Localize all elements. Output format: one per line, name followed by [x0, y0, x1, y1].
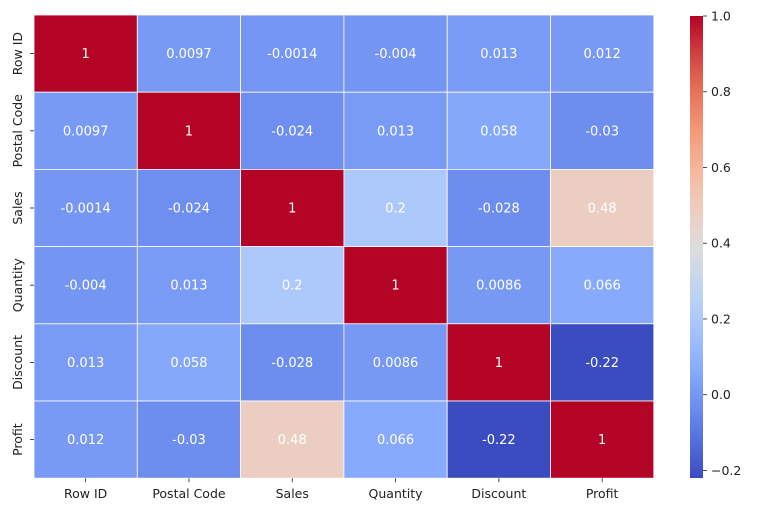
- cell-value-label-1-2: -0.024: [271, 124, 313, 139]
- cell-value-label-0-5: 0.012: [584, 47, 621, 62]
- cell-value-label-2-0: -0.0014: [61, 202, 111, 217]
- x-tick-label-0: Row ID: [64, 486, 107, 501]
- cell-value-label-0-3: -0.004: [375, 47, 417, 62]
- cell-value-label-3-2: 0.2: [282, 279, 303, 294]
- heatmap-cell-3-1: [136, 246, 242, 325]
- cell-value-label-5-3: 0.066: [377, 433, 414, 448]
- cell-value-label-1-1: 1: [185, 124, 193, 139]
- colorbar-tick-label-6: −0.2: [711, 463, 741, 478]
- cell-value-label-2-3: 0.2: [385, 202, 406, 217]
- x-tick-label-4: Discount: [471, 486, 526, 501]
- cell-value-label-5-4: -0.22: [482, 433, 516, 448]
- colorbar-tick-label-3: 0.4: [711, 236, 731, 251]
- cell-value-label-3-3: 1: [391, 279, 399, 294]
- cell-value-label-0-1: 0.0097: [166, 47, 212, 62]
- heatmap-cell-2-5: [550, 168, 655, 247]
- y-tick-label-0: Row ID: [10, 32, 25, 75]
- heatmap-cell-0-5: [550, 14, 655, 93]
- y-tick-label-4: Discount: [10, 335, 25, 390]
- y-tick-label-5: Profit: [10, 423, 25, 456]
- heatmap-cell-2-1: [136, 168, 242, 247]
- heatmap-cell-5-0: [33, 400, 138, 479]
- heatmap-cell-4-2: [240, 323, 345, 402]
- colorbar-tick-label-0: 1.0: [711, 9, 731, 24]
- y-tick-label-2: Sales: [10, 191, 25, 224]
- cell-value-label-3-0: -0.004: [65, 279, 107, 294]
- cell-value-label-3-1: 0.013: [170, 279, 207, 294]
- cell-value-label-2-5: 0.48: [588, 202, 617, 217]
- cell-value-label-1-5: -0.03: [585, 124, 619, 139]
- x-tick-label-1: Postal Code: [152, 486, 226, 501]
- cell-value-label-3-4: 0.0086: [476, 279, 522, 294]
- heatmap-cell-0-3: [343, 14, 448, 93]
- heatmap-cell-0-1: [136, 14, 242, 93]
- cell-value-label-2-2: 1: [288, 202, 296, 217]
- cell-value-label-4-0: 0.013: [67, 356, 104, 371]
- colorbar: 1.0 0.8 0.6 0.4 0.2 0.0 −0.2: [690, 9, 741, 478]
- heatmap-cell-4-4: [446, 323, 551, 402]
- heatmap-cell-3-4: [446, 246, 551, 325]
- heatmap-cell-1-3: [343, 91, 448, 170]
- cell-value-label-3-5: 0.066: [584, 279, 621, 294]
- cell-value-label-2-4: -0.028: [478, 202, 520, 217]
- x-axis: Row ID Postal Code Sales Quantity Discount Pr…: [64, 478, 619, 501]
- heatmap-cell-0-0: [33, 14, 138, 93]
- cell-value-label-0-4: 0.013: [480, 47, 517, 62]
- heatmap-cell-0-2: [240, 14, 345, 93]
- heatmap-cell-4-5: [550, 323, 655, 402]
- heatmap-cell-1-5: [550, 91, 655, 170]
- heatmap-cell-2-3: [343, 168, 448, 247]
- y-axis: Row ID Postal Code Sales Quantity Discount Pr…: [10, 32, 34, 456]
- cell-value-label-4-3: 0.0086: [373, 356, 419, 371]
- colorbar-tick-label-5: 0.0: [711, 387, 731, 402]
- heatmap-cell-5-5: [550, 400, 655, 479]
- cell-value-label-4-1: 0.058: [170, 356, 207, 371]
- heatmap-cell-2-2: [240, 168, 345, 247]
- colorbar-tick-label-4: 0.2: [711, 311, 731, 326]
- cell-value-label-1-0: 0.0097: [63, 124, 109, 139]
- cell-value-label-4-5: -0.22: [585, 356, 619, 371]
- colorbar-tick-label-1: 0.8: [711, 84, 731, 99]
- cell-value-label-5-0: 0.012: [67, 433, 104, 448]
- heatmap-cell-2-0: [33, 168, 138, 247]
- colorbar-tick-label-2: 0.6: [711, 160, 731, 175]
- heatmap-cell-3-0: [33, 246, 138, 325]
- cell-value-label-1-3: 0.013: [377, 124, 414, 139]
- x-tick-label-2: Sales: [276, 486, 309, 501]
- heatmap-cell-1-1: [136, 91, 242, 170]
- x-tick-label-5: Profit: [586, 486, 619, 501]
- cell-value-label-5-2: 0.48: [278, 433, 307, 448]
- heatmap-cell-0-4: [446, 14, 551, 93]
- x-tick-label-3: Quantity: [369, 486, 424, 501]
- heatmap-cell-2-4: [446, 168, 551, 247]
- heatmap-cell-5-4: [446, 400, 551, 479]
- y-tick-label-3: Quantity: [10, 258, 25, 313]
- cell-value-label-4-4: 1: [495, 356, 503, 371]
- heatmap-cell-3-3: [343, 246, 448, 325]
- y-tick-label-1: Postal Code: [10, 94, 25, 168]
- heatmap-cells: 1 0.0097 -0.0014 -0.004 0.013 0.012 0.0097 1 -0.…: [33, 14, 655, 479]
- colorbar-gradient: [690, 16, 703, 478]
- heatmap-cell-3-5: [550, 246, 655, 325]
- cell-value-label-1-4: 0.058: [480, 124, 517, 139]
- cell-value-label-4-2: -0.028: [271, 356, 313, 371]
- heatmap-cell-4-0: [33, 323, 138, 402]
- cell-value-label-2-1: -0.024: [168, 202, 210, 217]
- cell-value-label-5-5: 1: [598, 433, 606, 448]
- cell-value-label-0-2: -0.0014: [267, 47, 317, 62]
- cell-value-label-0-0: 1: [82, 47, 90, 62]
- cell-value-label-5-1: -0.03: [172, 433, 206, 448]
- heatmap-cell-4-3: [343, 323, 448, 402]
- heatmap-cell-3-2: [240, 246, 345, 325]
